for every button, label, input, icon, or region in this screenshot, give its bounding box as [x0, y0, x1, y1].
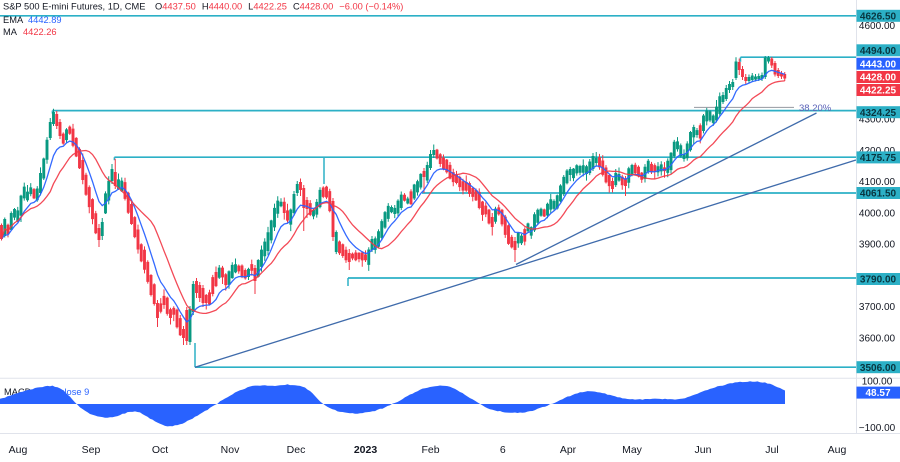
svg-text:−100.00: −100.00: [859, 423, 896, 434]
svg-text:3700.00: 3700.00: [859, 302, 896, 313]
svg-text:38.20%: 38.20%: [799, 103, 832, 114]
svg-text:6: 6: [500, 444, 506, 456]
svg-text:May: May: [622, 444, 643, 456]
svg-text:Jun: Jun: [695, 444, 712, 456]
svg-text:S&P 500 E-mini Futures, 1D, CM: S&P 500 E-mini Futures, 1D, CMEO4437.50H…: [3, 2, 403, 12]
svg-text:Nov: Nov: [221, 444, 240, 456]
svg-text:Feb: Feb: [421, 444, 439, 456]
svg-text:Apr: Apr: [560, 444, 577, 456]
svg-text:4175.75: 4175.75: [860, 153, 897, 164]
svg-text:Dec: Dec: [287, 444, 306, 456]
svg-text:3506.00: 3506.00: [860, 363, 897, 374]
svg-text:4428.00: 4428.00: [860, 73, 897, 84]
svg-text:4422.25: 4422.25: [860, 86, 897, 97]
svg-text:Jul: Jul: [765, 444, 778, 456]
svg-text:EMA 4442.89: EMA 4442.89: [3, 15, 62, 25]
svg-text:Sep: Sep: [82, 444, 101, 456]
svg-text:4443.00: 4443.00: [860, 59, 897, 70]
svg-text:2023: 2023: [354, 444, 378, 456]
svg-text:4000.00: 4000.00: [859, 208, 896, 219]
svg-text:3790.00: 3790.00: [860, 275, 897, 286]
svg-text:4494.00: 4494.00: [860, 46, 897, 57]
svg-text:4061.50: 4061.50: [860, 189, 897, 200]
svg-text:100.00: 100.00: [862, 377, 893, 388]
svg-text:Aug: Aug: [828, 444, 847, 456]
svg-text:MA 4422.26: MA 4422.26: [3, 27, 57, 37]
svg-text:4626.50: 4626.50: [860, 11, 897, 22]
svg-text:3900.00: 3900.00: [859, 240, 896, 251]
svg-text:4324.25: 4324.25: [860, 108, 897, 119]
svg-text:4600.00: 4600.00: [859, 21, 896, 32]
svg-text:3600.00: 3600.00: [859, 334, 896, 345]
svg-text:Oct: Oct: [152, 444, 168, 456]
svg-text:48.57: 48.57: [865, 388, 890, 399]
svg-text:Aug: Aug: [9, 444, 28, 456]
svg-text:4100.00: 4100.00: [859, 177, 896, 188]
